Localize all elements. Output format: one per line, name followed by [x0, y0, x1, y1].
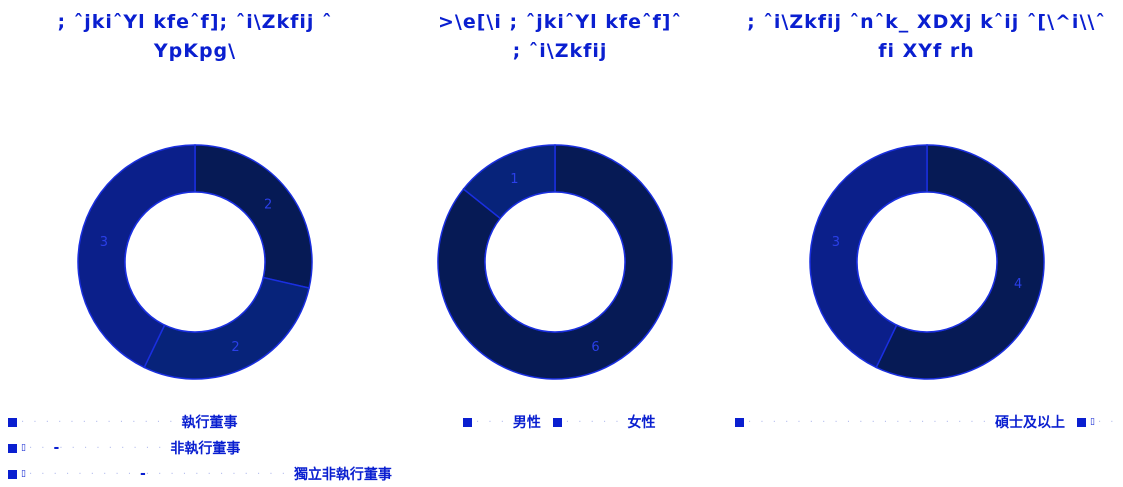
legend-leader: · · · · ·	[565, 416, 622, 428]
legend-leader: · · · · · · · · · · · · ·	[21, 416, 176, 428]
missing-glyph-icon: ▯	[21, 443, 26, 453]
legend-item[interactable]: · · · · · · · · · · · · · · · · · · · · …	[735, 409, 1065, 435]
chart-legend: · · · 男性 · · · · · 女性	[463, 409, 668, 435]
slice-value-label: 4	[1014, 277, 1022, 292]
legend-item[interactable]: · · · · · · · · · · · · · 執行董事	[8, 409, 392, 435]
legend-swatch	[1076, 417, 1086, 427]
legend-swatch	[463, 417, 472, 427]
legend-leader: · · ·	[1097, 416, 1123, 428]
donut-chart: 43	[809, 144, 1045, 380]
chart-title: ; ˆjkiˆYl kfeˆf]; ˆi\Zkfij ˆ YpKpg\	[57, 11, 333, 62]
legend-leader: · · · · · · · · · · · · · · · · · · · ·	[748, 416, 989, 428]
chart-legend: · · · · · · · · · · · · · · · · · · · · …	[735, 409, 1123, 435]
chart-panel-education: ; ˆi\Zkfij ˆnˆk_ XDXj kˆij ˆ[\^i\\ˆ fi X…	[730, 0, 1123, 487]
legend-leader: · · · · · · · · ·	[59, 442, 165, 454]
legend-prefix: -	[140, 466, 146, 482]
legend-leader: · · · · · · · · ·	[28, 468, 134, 480]
legend-item[interactable]: ▯ · · - · · · · · · · · · 非執行董事	[8, 435, 392, 461]
slice-value-label: 2	[264, 198, 272, 213]
legend-label: 非執行董事	[170, 441, 241, 457]
legend-leader: · · ·	[476, 416, 507, 428]
slice-value-label: 1	[510, 172, 518, 187]
legend-label: 獨立非執行董事	[293, 467, 392, 483]
legend-label: 碩士及以上	[994, 415, 1065, 431]
missing-glyph-icon: ▯	[21, 469, 26, 479]
missing-glyph-icon: ▯	[1089, 417, 1095, 427]
legend-prefix: -	[53, 440, 60, 456]
legend-leader: · · · · · · · · · · · ·	[145, 468, 288, 480]
donut-hole	[856, 191, 998, 333]
legend-item[interactable]: · · · 男性	[463, 409, 541, 435]
slice-value-label: 3	[832, 235, 840, 250]
legend-label: 執行董事	[181, 415, 238, 431]
donut-hole	[484, 191, 626, 333]
legend-swatch	[8, 443, 17, 453]
legend-swatch	[8, 417, 17, 427]
legend-label: 男性	[512, 415, 541, 431]
legend-swatch	[552, 417, 562, 427]
legend-swatch	[735, 417, 744, 427]
chart-title: >\e[\i ; ˆjkiˆYl kfeˆf]ˆ ; ˆi\Zkfij	[438, 11, 682, 62]
legend-item[interactable]: ▯ · · · 其他	[1076, 409, 1123, 435]
slice-value-label: 3	[100, 235, 108, 250]
donut-chart: 61	[437, 144, 673, 380]
legend-label: 女性	[627, 415, 656, 431]
slice-value-label: 2	[231, 340, 239, 355]
legend-item[interactable]: ▯ · · · · · · · · · - · · · · · · · · · …	[8, 461, 392, 487]
chart-legend: · · · · · · · · · · · · · 執行董事 ▯ · · - ·…	[8, 409, 392, 487]
donut-hole	[124, 191, 266, 333]
chart-title: ; ˆi\Zkfij ˆnˆk_ XDXj kˆij ˆ[\^i\\ˆ fi X…	[747, 11, 1106, 62]
legend-leader: · ·	[28, 442, 48, 454]
legend-swatch	[8, 469, 17, 479]
legend-item[interactable]: · · · · · 女性	[552, 409, 656, 435]
slice-value-label: 6	[591, 340, 599, 355]
donut-chart: 2 2 3	[77, 144, 313, 380]
